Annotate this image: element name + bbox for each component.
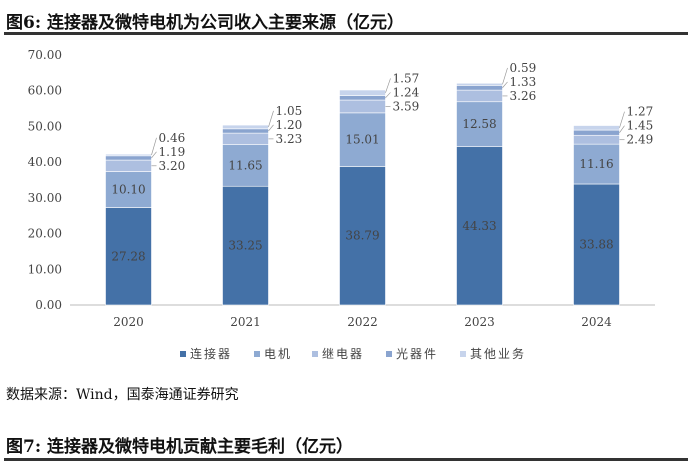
bar-segment [105,159,152,172]
x-tick-label: 2022 [347,315,378,329]
bar-segment [573,125,620,131]
data-label: 38.79 [345,229,379,243]
y-tick-label: 30.00 [28,191,62,205]
data-label: 27.28 [111,249,145,263]
legend-label: 电机 [264,347,292,361]
label-leader [619,125,625,133]
bar-segment [573,134,620,145]
data-label: 1.24 [393,85,420,99]
data-label: 3.59 [393,99,420,113]
bar-segment [222,128,269,134]
label-leader [268,124,274,132]
bar-segment [456,85,503,91]
y-tick-label: 70.00 [28,48,62,62]
y-tick-label: 10.00 [28,262,62,276]
bar-segment [105,155,152,161]
data-label: 3.20 [159,159,186,173]
legend-swatch [460,351,466,357]
label-leader [619,111,625,128]
bar-segment [456,89,503,103]
legend-label: 其他业务 [470,346,526,361]
data-label: 10.10 [111,183,145,197]
next-figure-title: 图7: 连接器及微特电机贡献主要毛利（亿元） [6,437,354,457]
data-label: 1.45 [627,119,654,133]
data-label: 1.27 [627,105,654,119]
data-label: 0.59 [510,61,537,75]
bar-segment [456,82,503,86]
label-leader [151,137,157,156]
data-label: 0.46 [159,131,186,145]
x-tick-label: 2023 [464,315,495,329]
bar-segment [339,99,386,114]
data-label: 1.20 [276,118,303,132]
bar-segment [573,143,620,185]
bar-segment [222,124,269,130]
bar-segment [222,132,269,145]
data-label: 44.33 [462,219,496,233]
bar-segment [339,95,386,101]
x-tick-label: 2020 [113,315,144,329]
data-label: 1.33 [510,75,537,89]
label-leader [151,151,157,159]
label-leader [385,92,391,99]
data-label: 15.01 [345,133,379,147]
y-tick-label: 60.00 [28,84,62,98]
data-label: 11.65 [228,158,262,172]
y-tick-label: 20.00 [28,227,62,241]
legend-swatch [386,351,392,357]
data-label: 3.26 [510,89,537,103]
bar-segment [222,185,269,306]
label-leader [502,67,508,85]
data-label: 1.57 [393,71,420,85]
legend-label: 光器件 [396,347,438,361]
data-label: 1.19 [159,145,186,159]
bar-segment [573,129,620,136]
bar-segment [105,207,152,306]
bar-segment [339,112,386,167]
legend-swatch [312,351,318,357]
y-tick-label: 50.00 [28,119,62,133]
label-leader [385,78,391,93]
label-leader [502,81,508,88]
data-label: 1.05 [276,104,303,118]
source-note: 数据来源：Wind，国泰海通证券研究 [6,387,239,403]
data-label: 3.23 [276,132,303,146]
data-label: 33.88 [579,238,613,252]
y-tick-label: 40.00 [28,155,62,169]
bar-segment [105,153,152,157]
title-rule [4,32,688,35]
bar-segment [339,166,386,306]
legend-label: 连接器 [190,346,232,361]
x-tick-label: 2021 [230,315,261,329]
data-label: 11.16 [579,157,613,171]
data-label: 33.25 [228,239,262,253]
bar-segment [456,101,503,147]
legend-label: 继电器 [322,347,364,361]
legend-swatch [254,351,260,357]
title-rule-2 [4,458,688,461]
x-tick-label: 2024 [581,315,612,329]
label-leader [268,110,274,128]
bar-segment [573,183,620,306]
legend-swatch [180,351,186,357]
data-label: 12.58 [462,117,496,131]
y-tick-label: 0.00 [35,298,62,312]
bar-segment [339,89,386,96]
figure-title: 图6: 连接器及微特电机为公司收入主要来源（亿元） [6,13,405,33]
data-label: 2.49 [627,133,654,147]
stacked-bar-chart: 0.00 10.00 20.00 30.00 40.00 50.00 60.00 70.00 2… [28,48,655,361]
